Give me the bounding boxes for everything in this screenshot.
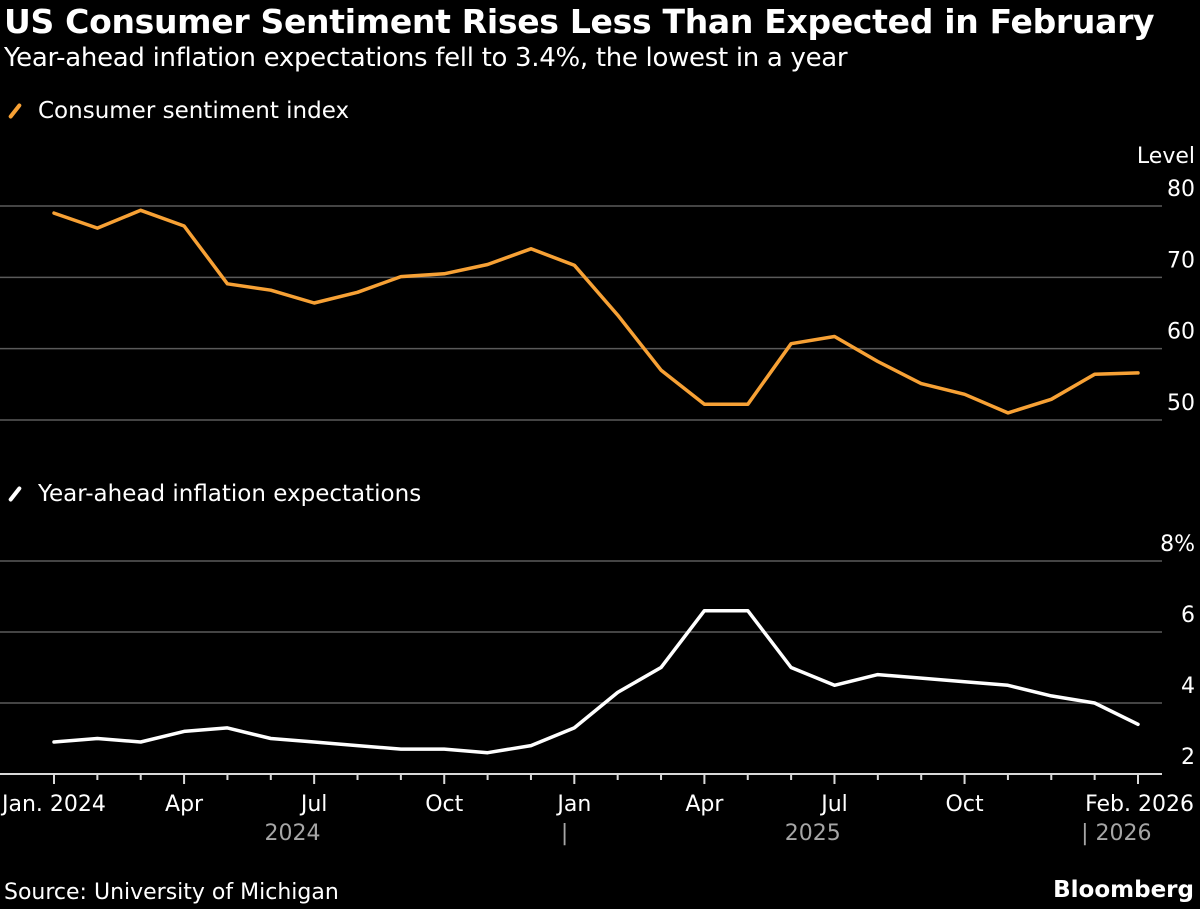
x-tick-label-5: Apr [685,792,724,817]
legend-sentiment-label: Consumer sentiment index [38,98,350,124]
sentiment-series [52,208,1140,415]
sentiment-y-tick-3: 50 [1167,391,1195,416]
x-tick-label-3: Oct [425,792,463,817]
inflation-y-tick-0: 8% [1160,532,1195,557]
inflation-series [52,608,1140,755]
x-year-label-3: | 2026 [1081,821,1151,846]
inflation-line [52,608,1140,755]
inflation-y-tick-3: 2 [1181,745,1195,770]
inflation-y-tick-1: 6 [1181,603,1195,628]
inflation-y-tick-2: 4 [1181,674,1195,699]
sentiment-y-tick-1: 70 [1167,248,1195,273]
chart-title: US Consumer Sentiment Rises Less Than Ex… [4,2,1155,41]
x-tick-label-8: Feb. 2026 [1085,792,1194,817]
chart-subtitle: Year-ahead inflation expectations fell t… [4,43,848,73]
legend-inflation-label: Year-ahead inflation expectations [38,481,422,507]
x-tick-label-4: Jan [555,792,591,817]
legend-sentiment: Consumer sentiment index [6,98,349,124]
x-tick-label-2: Jul [299,792,328,817]
x-tick-label-0: Jan. 2024 [0,792,106,817]
legend-inflation: Year-ahead inflation expectations [6,481,421,507]
bloomberg-logo: Bloomberg [1053,877,1194,903]
x-axis: Jan. 2024 Apr Jul Oct Jan Apr Jul Oct Feb. 2026 2… [0,774,1194,846]
x-tick-label-7: Oct [946,792,984,817]
inflation-gridlines [0,560,1162,775]
sentiment-line [52,208,1140,415]
sentiment-y-tick-0: 80 [1167,177,1195,202]
sentiment-gridlines [0,205,1162,421]
inflation-y-axis: 8% 6 4 2 [1160,532,1195,770]
sentiment-y-axis: 80 70 60 50 Level [1137,144,1195,416]
sentiment-y-axis-label: Level [1137,144,1195,169]
x-tick-label-6: Jul [819,792,848,817]
x-year-label-0: 2024 [264,821,320,846]
source-note: Source: University of Michigan [4,880,339,905]
x-tick-label-1: Apr [165,792,204,817]
x-year-label-1: | [561,821,568,846]
x-year-label-2: 2025 [785,821,841,846]
sentiment-y-tick-2: 60 [1167,320,1195,345]
